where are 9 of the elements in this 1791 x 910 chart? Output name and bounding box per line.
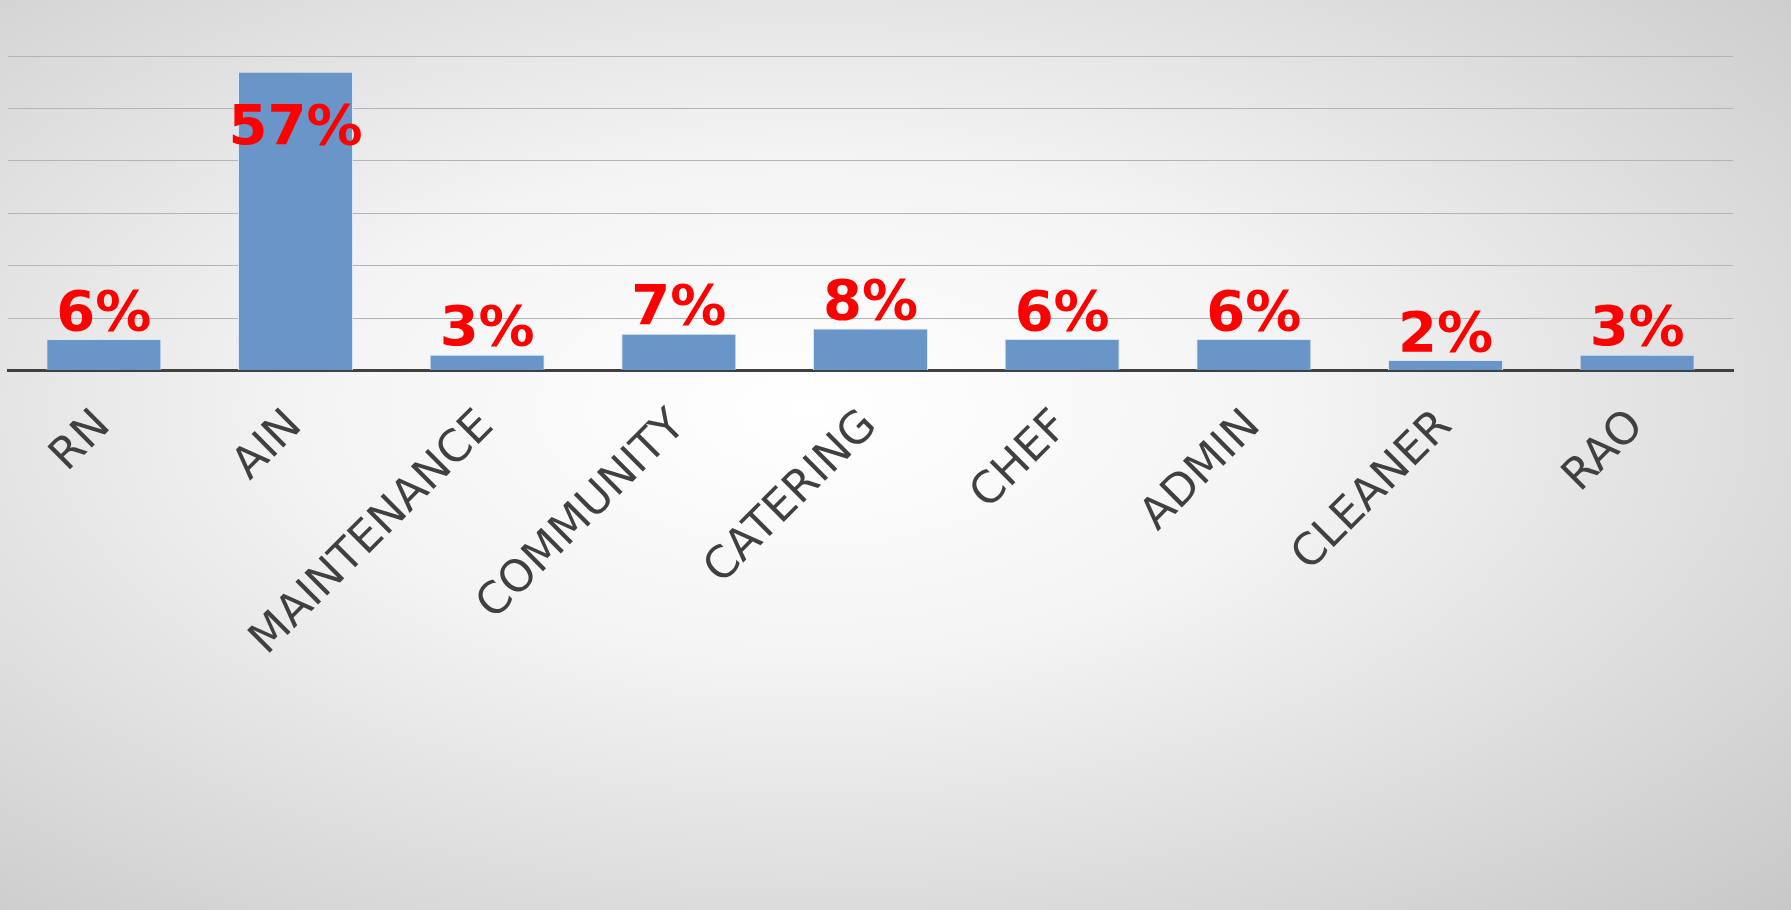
data-label: 6% <box>1014 277 1110 343</box>
data-label: 3% <box>439 293 535 359</box>
data-label: 6% <box>56 277 152 343</box>
data-label: 8% <box>822 267 919 333</box>
data-label: 7% <box>631 272 727 338</box>
data-label: 3% <box>1589 293 1685 359</box>
data-label: 2% <box>1397 298 1494 364</box>
data-label: 6% <box>1206 277 1302 343</box>
x-tick-label: RN <box>38 398 119 480</box>
